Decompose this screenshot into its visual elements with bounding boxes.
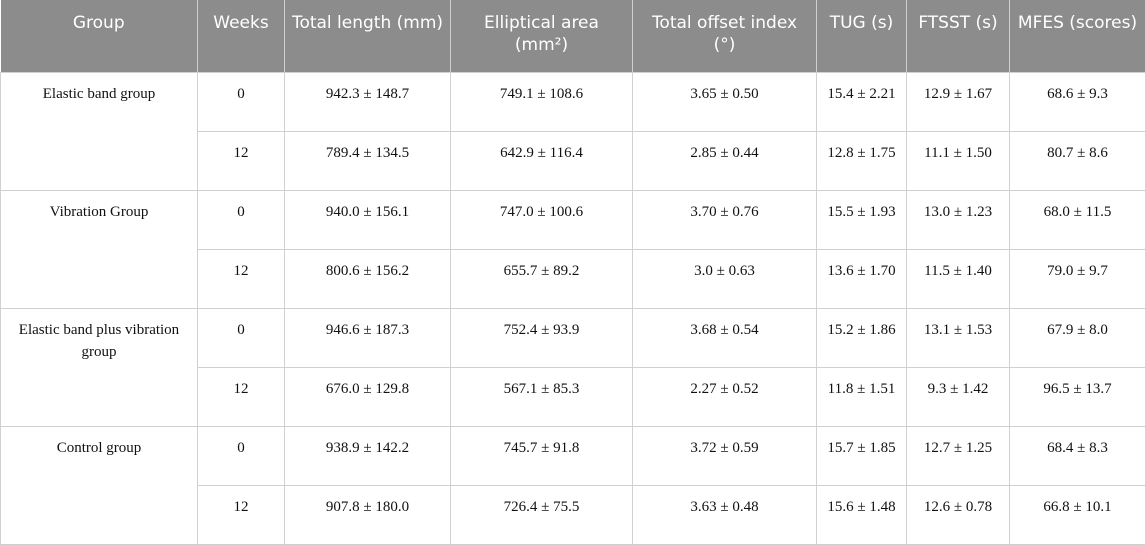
value-cell: 940.0 ± 156.1: [284, 189, 451, 250]
value-cell: 800.6 ± 156.2: [284, 248, 451, 309]
value-cell: 3.70 ± 0.76: [632, 189, 817, 250]
value-cell: 12.6 ± 0.78: [906, 484, 1010, 545]
value-cell: 938.9 ± 142.2: [284, 425, 451, 486]
value-cell: 789.4 ± 134.5: [284, 130, 451, 191]
group-cell: Elastic band plus vibration group: [0, 307, 198, 427]
value-cell: 745.7 ± 91.8: [450, 425, 633, 486]
header-cell: Total length (mm): [284, 0, 451, 72]
value-cell: 3.0 ± 0.63: [632, 248, 817, 309]
table-row: 12 676.0 ± 129.8 567.1 ± 85.3 2.27 ± 0.52 11…: [1, 366, 1145, 427]
value-cell: 567.1 ± 85.3: [450, 366, 633, 427]
value-cell: 13.6 ± 1.70: [816, 248, 907, 309]
weeks-cell: 0: [197, 307, 285, 368]
value-cell: 2.85 ± 0.44: [632, 130, 817, 191]
header-cell: Weeks: [197, 0, 285, 72]
value-cell: 12.9 ± 1.67: [906, 71, 1010, 132]
value-cell: 67.9 ± 8.0: [1009, 307, 1145, 368]
header-cell: Total offset index (°): [632, 0, 817, 72]
value-cell: 3.72 ± 0.59: [632, 425, 817, 486]
value-cell: 68.4 ± 8.3: [1009, 425, 1145, 486]
value-cell: 3.68 ± 0.54: [632, 307, 817, 368]
group-cell: Vibration Group: [0, 189, 198, 309]
group-cell: Elastic band group: [0, 71, 198, 191]
value-cell: 11.8 ± 1.51: [816, 366, 907, 427]
weeks-cell: 12: [197, 366, 285, 427]
table-body: Elastic band group 0 942.3 ± 148.7 749.1 ± …: [0, 71, 1145, 545]
value-cell: 15.5 ± 1.93: [816, 189, 907, 250]
value-cell: 655.7 ± 89.2: [450, 248, 633, 309]
value-cell: 752.4 ± 93.9: [450, 307, 633, 368]
table-row: Vibration Group 0 940.0 ± 156.1 747.0 ± 100…: [0, 189, 1145, 309]
value-cell: 12.7 ± 1.25: [906, 425, 1010, 486]
value-cell: 676.0 ± 129.8: [284, 366, 451, 427]
weeks-cell: 0: [197, 189, 285, 250]
value-cell: 68.0 ± 11.5: [1009, 189, 1145, 250]
weeks-cell: 0: [197, 425, 285, 486]
table-row: Control group 0 938.9 ± 142.2 745.7 ± 91.8 3…: [0, 425, 1145, 545]
header-cell: Group: [0, 0, 198, 72]
value-cell: 946.6 ± 187.3: [284, 307, 451, 368]
weeks-cell: 12: [197, 484, 285, 545]
value-cell: 2.27 ± 0.52: [632, 366, 817, 427]
header-cell: MFES (scores): [1009, 0, 1145, 72]
value-cell: 15.6 ± 1.48: [816, 484, 907, 545]
group-cell: Control group: [0, 425, 198, 545]
value-cell: 747.0 ± 100.6: [450, 189, 633, 250]
value-cell: 3.63 ± 0.48: [632, 484, 817, 545]
weeks-cell: 12: [197, 248, 285, 309]
table-row: 12 789.4 ± 134.5 642.9 ± 116.4 2.85 ± 0.44 1…: [1, 130, 1145, 191]
value-cell: 15.7 ± 1.85: [816, 425, 907, 486]
table-row: 12 907.8 ± 180.0 726.4 ± 75.5 3.63 ± 0.48 15…: [1, 484, 1145, 545]
value-cell: 68.6 ± 9.3: [1009, 71, 1145, 132]
value-cell: 12.8 ± 1.75: [816, 130, 907, 191]
value-cell: 749.1 ± 108.6: [450, 71, 633, 132]
value-cell: 11.1 ± 1.50: [906, 130, 1010, 191]
value-cell: 80.7 ± 8.6: [1009, 130, 1145, 191]
header-cell: FTSST (s): [906, 0, 1010, 72]
value-cell: 726.4 ± 75.5: [450, 484, 633, 545]
value-cell: 15.4 ± 2.21: [816, 71, 907, 132]
table-row: Elastic band plus vibration group 0 946.6 …: [0, 307, 1145, 427]
header-cell: Elliptical area (mm²): [450, 0, 633, 72]
value-cell: 642.9 ± 116.4: [450, 130, 633, 191]
value-cell: 907.8 ± 180.0: [284, 484, 451, 545]
header-row: Group Weeks Total length (mm) Elliptical ar…: [0, 0, 1145, 72]
value-cell: 79.0 ± 9.7: [1009, 248, 1145, 309]
value-cell: 942.3 ± 148.7: [284, 71, 451, 132]
value-cell: 9.3 ± 1.42: [906, 366, 1010, 427]
value-cell: 15.2 ± 1.86: [816, 307, 907, 368]
table-row: Elastic band group 0 942.3 ± 148.7 749.1 ± …: [0, 71, 1145, 191]
value-cell: 66.8 ± 10.1: [1009, 484, 1145, 545]
value-cell: 11.5 ± 1.40: [906, 248, 1010, 309]
value-cell: 13.1 ± 1.53: [906, 307, 1010, 368]
table-row: 12 800.6 ± 156.2 655.7 ± 89.2 3.0 ± 0.63 13.…: [1, 248, 1145, 309]
value-cell: 13.0 ± 1.23: [906, 189, 1010, 250]
value-cell: 3.65 ± 0.50: [632, 71, 817, 132]
weeks-cell: 0: [197, 71, 285, 132]
header-cell: TUG (s): [816, 0, 907, 72]
weeks-cell: 12: [197, 130, 285, 191]
value-cell: 96.5 ± 13.7: [1009, 366, 1145, 427]
